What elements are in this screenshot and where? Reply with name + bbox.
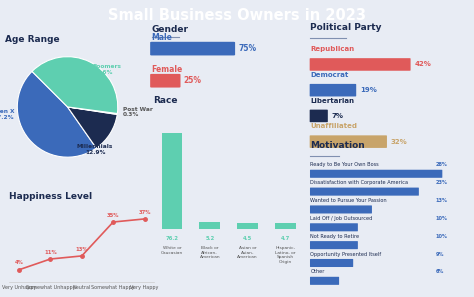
Wedge shape (68, 107, 118, 114)
Text: Gender: Gender (152, 25, 189, 34)
Text: 4.7: 4.7 (281, 236, 290, 241)
Text: Asian or
Asian-
American: Asian or Asian- American (237, 246, 258, 259)
Bar (162, 133, 182, 229)
Text: Male: Male (152, 33, 173, 42)
Wedge shape (68, 107, 117, 148)
Text: Happiness Level: Happiness Level (9, 192, 92, 201)
FancyBboxPatch shape (310, 170, 442, 178)
Text: 75%: 75% (238, 44, 256, 53)
Text: Small Business Owners in 2023: Small Business Owners in 2023 (108, 8, 366, 23)
Text: 23%: 23% (436, 180, 447, 185)
Text: 19%: 19% (360, 87, 377, 93)
Text: Laid Off / Job Outsourced: Laid Off / Job Outsourced (310, 216, 373, 221)
Text: 4.5: 4.5 (243, 236, 252, 241)
Text: Ready to Be Your Own Boss: Ready to Be Your Own Boss (310, 162, 379, 167)
Text: 9%: 9% (436, 252, 444, 257)
Text: Republican: Republican (310, 46, 355, 52)
Text: Hispanic,
Latino, or
Spanish
Origin: Hispanic, Latino, or Spanish Origin (275, 246, 296, 264)
Bar (275, 223, 296, 229)
Text: 42%: 42% (415, 61, 431, 67)
FancyBboxPatch shape (310, 277, 339, 285)
Text: 13%: 13% (436, 198, 447, 203)
FancyBboxPatch shape (310, 188, 419, 196)
FancyBboxPatch shape (310, 223, 358, 231)
Bar (237, 223, 258, 229)
Bar (200, 222, 220, 229)
Text: Black or
African-
American: Black or African- American (200, 246, 220, 259)
Text: Dissatisfaction with Corporate America: Dissatisfaction with Corporate America (310, 180, 409, 185)
Text: 35%: 35% (107, 213, 119, 218)
Text: Opportunity Presented Itself: Opportunity Presented Itself (310, 252, 382, 257)
Text: 4%: 4% (15, 260, 23, 266)
Text: Libertarian: Libertarian (310, 98, 355, 104)
Wedge shape (32, 57, 118, 113)
FancyBboxPatch shape (310, 58, 410, 71)
Text: 10%: 10% (436, 216, 447, 221)
Text: 6%: 6% (436, 269, 444, 274)
Text: Democrat: Democrat (310, 72, 349, 78)
FancyBboxPatch shape (310, 259, 353, 267)
Text: Other: Other (310, 269, 325, 274)
Text: Female: Female (152, 65, 183, 74)
Text: Gen X
47.2%: Gen X 47.2% (0, 109, 15, 120)
Text: 25%: 25% (183, 76, 201, 85)
Text: 5.2: 5.2 (205, 236, 214, 241)
FancyBboxPatch shape (310, 135, 387, 148)
Text: Political Party: Political Party (310, 23, 382, 31)
Text: Wanted to Pursue Your Passion: Wanted to Pursue Your Passion (310, 198, 387, 203)
Text: 28%: 28% (436, 162, 447, 167)
Text: 7%: 7% (332, 113, 344, 119)
Text: Post War
0.3%: Post War 0.3% (123, 107, 153, 117)
FancyBboxPatch shape (310, 241, 358, 249)
Text: Not Ready to Retire: Not Ready to Retire (310, 234, 360, 239)
FancyBboxPatch shape (150, 74, 181, 88)
Text: Race: Race (153, 96, 178, 105)
Wedge shape (18, 71, 96, 157)
Text: 11%: 11% (44, 249, 57, 255)
Text: Age Range: Age Range (5, 35, 59, 44)
Text: Motivation: Motivation (310, 141, 365, 150)
Text: White or
Caucasian: White or Caucasian (161, 246, 183, 255)
FancyBboxPatch shape (310, 84, 356, 97)
Text: 10%: 10% (436, 234, 447, 239)
Text: 32%: 32% (391, 139, 408, 145)
Text: 37%: 37% (138, 209, 151, 214)
Text: 13%: 13% (75, 247, 88, 252)
Text: Boomers
39.6%: Boomers 39.6% (93, 64, 122, 75)
FancyBboxPatch shape (150, 42, 235, 56)
Text: Unaffiliated: Unaffiliated (310, 124, 357, 129)
FancyBboxPatch shape (310, 110, 328, 122)
Text: 76.2: 76.2 (165, 236, 179, 241)
Text: Millennials
12.9%: Millennials 12.9% (77, 144, 113, 155)
FancyBboxPatch shape (310, 206, 372, 214)
